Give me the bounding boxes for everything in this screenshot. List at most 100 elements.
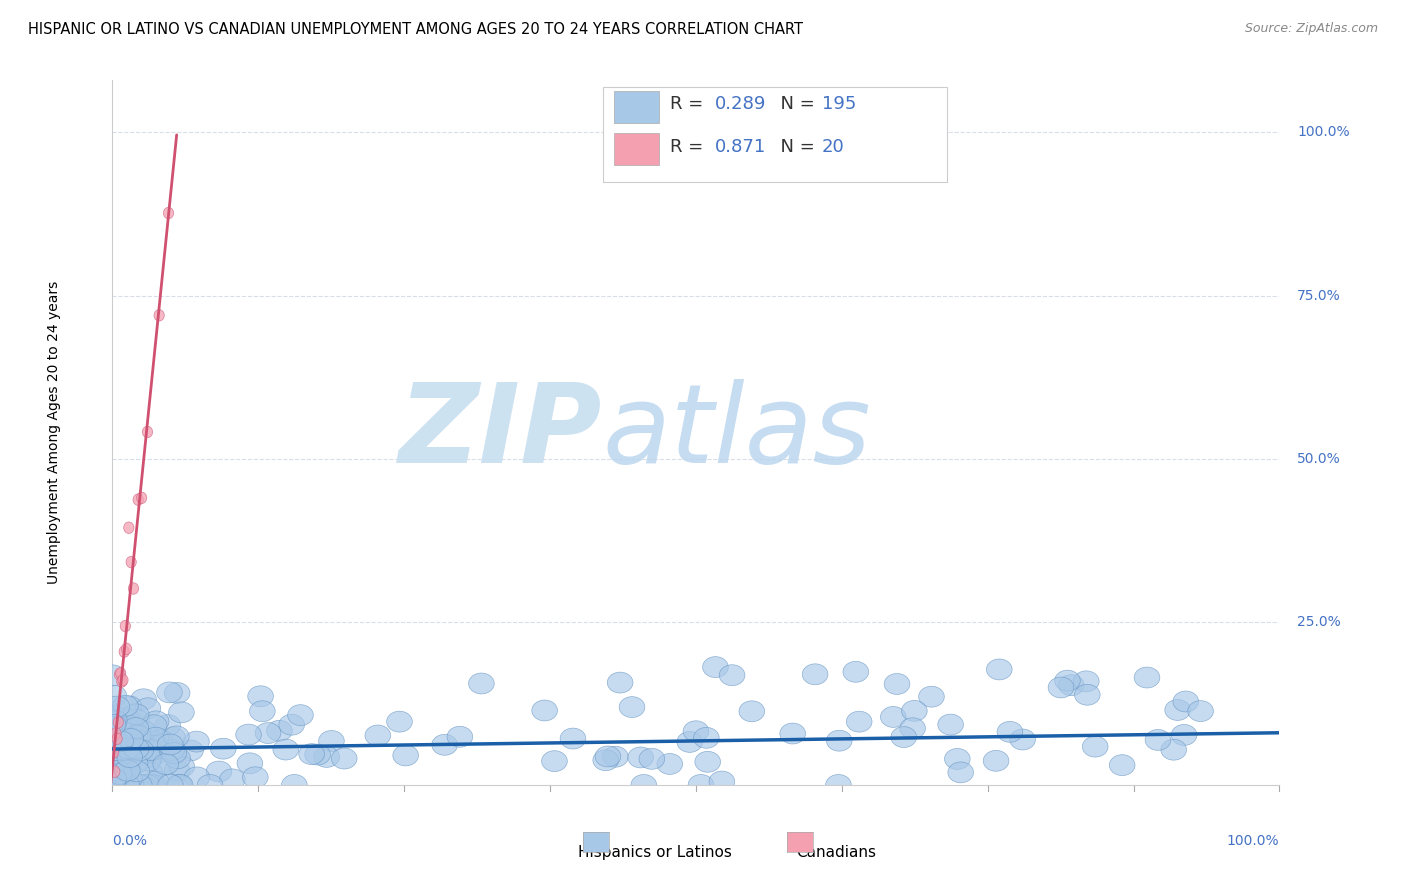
Ellipse shape: [136, 747, 162, 768]
Ellipse shape: [288, 705, 314, 725]
Ellipse shape: [107, 774, 132, 796]
Ellipse shape: [120, 620, 131, 632]
Ellipse shape: [1135, 667, 1160, 688]
Ellipse shape: [104, 762, 131, 782]
Ellipse shape: [156, 682, 183, 703]
Ellipse shape: [366, 725, 391, 746]
Ellipse shape: [1073, 671, 1099, 691]
Ellipse shape: [120, 646, 129, 657]
Ellipse shape: [938, 714, 963, 735]
Ellipse shape: [167, 774, 193, 796]
Ellipse shape: [1188, 700, 1213, 722]
Ellipse shape: [141, 739, 166, 760]
Ellipse shape: [135, 698, 160, 719]
Ellipse shape: [127, 774, 152, 796]
Ellipse shape: [1173, 691, 1198, 712]
Ellipse shape: [319, 731, 344, 751]
Ellipse shape: [114, 708, 139, 729]
Ellipse shape: [1054, 670, 1080, 691]
Ellipse shape: [619, 697, 645, 717]
Ellipse shape: [138, 774, 163, 796]
Ellipse shape: [112, 752, 139, 773]
Ellipse shape: [945, 748, 970, 770]
Ellipse shape: [104, 745, 129, 766]
Ellipse shape: [207, 761, 232, 782]
Ellipse shape: [1109, 755, 1135, 775]
Ellipse shape: [314, 747, 339, 767]
Ellipse shape: [169, 756, 194, 777]
Ellipse shape: [155, 714, 180, 736]
Ellipse shape: [127, 557, 136, 568]
Ellipse shape: [163, 207, 173, 219]
Ellipse shape: [703, 657, 728, 678]
Ellipse shape: [101, 685, 127, 706]
Ellipse shape: [134, 494, 143, 506]
Ellipse shape: [143, 711, 169, 731]
Ellipse shape: [827, 731, 852, 751]
Ellipse shape: [139, 774, 165, 796]
Ellipse shape: [105, 714, 131, 734]
Ellipse shape: [1144, 730, 1171, 750]
Ellipse shape: [124, 704, 149, 725]
Ellipse shape: [100, 748, 125, 769]
Ellipse shape: [100, 743, 125, 764]
Ellipse shape: [165, 747, 190, 769]
Ellipse shape: [638, 748, 665, 769]
Ellipse shape: [593, 750, 619, 771]
Ellipse shape: [138, 739, 163, 760]
Ellipse shape: [278, 714, 305, 735]
Ellipse shape: [128, 774, 155, 796]
Ellipse shape: [104, 696, 129, 717]
Ellipse shape: [100, 711, 125, 732]
Ellipse shape: [108, 729, 135, 750]
Text: HISPANIC OR LATINO VS CANADIAN UNEMPLOYMENT AMONG AGES 20 TO 24 YEARS CORRELATIO: HISPANIC OR LATINO VS CANADIAN UNEMPLOYM…: [28, 22, 803, 37]
Ellipse shape: [117, 768, 142, 789]
Ellipse shape: [256, 723, 281, 744]
Ellipse shape: [135, 750, 162, 772]
Ellipse shape: [148, 730, 173, 751]
Ellipse shape: [125, 744, 150, 764]
Ellipse shape: [607, 673, 633, 693]
Ellipse shape: [803, 664, 828, 685]
Ellipse shape: [184, 731, 209, 752]
Ellipse shape: [108, 731, 134, 752]
Ellipse shape: [219, 769, 245, 789]
Ellipse shape: [115, 739, 141, 760]
Ellipse shape: [141, 732, 166, 753]
Ellipse shape: [136, 492, 146, 504]
Ellipse shape: [117, 774, 143, 796]
Ellipse shape: [595, 746, 620, 767]
Ellipse shape: [531, 700, 557, 721]
Ellipse shape: [273, 739, 298, 760]
Ellipse shape: [780, 723, 806, 744]
Ellipse shape: [101, 710, 127, 731]
Text: N =: N =: [769, 95, 821, 112]
Ellipse shape: [155, 310, 165, 321]
Ellipse shape: [432, 734, 457, 756]
Ellipse shape: [142, 774, 167, 796]
Text: 0.871: 0.871: [714, 138, 766, 156]
Ellipse shape: [683, 721, 709, 741]
Ellipse shape: [111, 728, 121, 739]
Ellipse shape: [238, 753, 263, 773]
Text: 20: 20: [823, 138, 845, 156]
Ellipse shape: [884, 673, 910, 694]
Ellipse shape: [163, 726, 190, 747]
Ellipse shape: [157, 734, 183, 755]
Ellipse shape: [177, 740, 204, 761]
Ellipse shape: [901, 700, 927, 722]
Ellipse shape: [1059, 674, 1084, 696]
Ellipse shape: [468, 673, 495, 694]
Ellipse shape: [1171, 724, 1197, 746]
Ellipse shape: [740, 701, 765, 722]
FancyBboxPatch shape: [614, 91, 658, 122]
Ellipse shape: [124, 709, 149, 731]
Ellipse shape: [846, 711, 872, 732]
Ellipse shape: [138, 762, 163, 783]
Ellipse shape: [825, 774, 851, 796]
Ellipse shape: [695, 751, 720, 772]
Ellipse shape: [118, 729, 143, 749]
Ellipse shape: [117, 676, 127, 687]
Ellipse shape: [844, 661, 869, 682]
Ellipse shape: [128, 733, 153, 755]
